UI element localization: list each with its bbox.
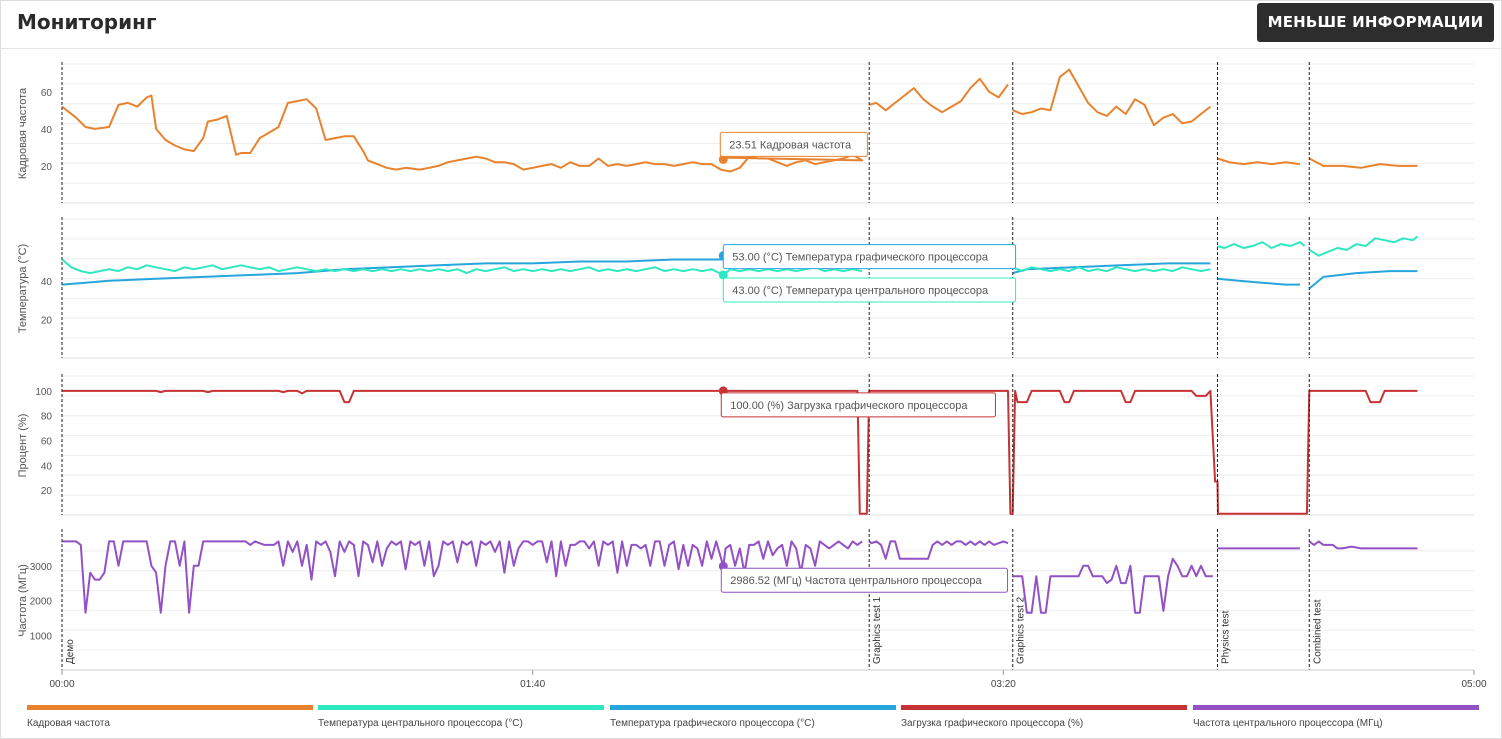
y-tick-label: 20 — [41, 486, 53, 497]
y-tick-label: 100 — [35, 387, 52, 398]
y-tick-label: 2000 — [30, 597, 53, 608]
series-line-fps[interactable] — [1308, 157, 1418, 169]
tooltip-text: 53.00 (°С) Температура графического проц… — [732, 252, 989, 264]
y-tick-label: 20 — [41, 315, 53, 326]
legend-item[interactable]: Температура центрального процессора (°С) — [318, 705, 604, 729]
test-marker-label: Physics test — [1220, 610, 1231, 664]
legend-label: Загрузка графического процессора (%) — [901, 718, 1084, 729]
legend-item[interactable]: Загрузка графического процессора (%) — [901, 705, 1187, 729]
less-info-button[interactable]: МЕНЬШЕ ИНФОРМАЦИИ — [1257, 3, 1494, 42]
test-marker-label: Combined test — [1312, 599, 1323, 664]
legend-swatch — [1193, 705, 1479, 710]
y-tick-label: 3000 — [30, 562, 53, 573]
series-line-cpu_freq[interactable] — [1308, 540, 1418, 550]
legend-item[interactable]: Частота центрального процессора (МГц) — [1193, 705, 1479, 729]
series-line-cpu_temp[interactable] — [1217, 241, 1306, 249]
series-line-cpu_freq[interactable] — [1012, 557, 1213, 614]
y-axis-label: Процент (%) — [17, 414, 29, 478]
legend-item[interactable]: Температура графического процессора (°С) — [610, 705, 896, 729]
series-line-cpu_freq[interactable] — [868, 540, 1009, 560]
y-tick-label: 20 — [41, 162, 53, 173]
tooltip-box — [722, 277, 1017, 303]
y-tick-label: 60 — [41, 88, 53, 99]
y-axis-label: Частота (МГц) — [17, 564, 29, 637]
series-line-fps[interactable] — [868, 77, 1009, 114]
legend-swatch — [610, 705, 896, 710]
y-tick-label: 40 — [41, 125, 53, 136]
monitoring-chart[interactable]: 20 40 60 Кадровая частота 20 40 Температура (°… — [0, 0, 1502, 700]
series-line-fps[interactable] — [1012, 68, 1212, 127]
panel-header: Мониторинг МЕНЬШЕ ИНФОРМАЦИИ — [0, 0, 1502, 49]
series-line-cpu_temp[interactable] — [1012, 266, 1211, 273]
tooltip-text: 43.00 (°С) Температура центрального проц… — [732, 285, 989, 297]
series-line-gpu_temp[interactable] — [1217, 277, 1300, 286]
x-tick-label: 05:00 — [1461, 679, 1486, 690]
y-axis-label: Температура (°С) — [17, 244, 29, 333]
series-line-fps[interactable] — [61, 94, 864, 173]
tooltip-box — [720, 392, 996, 418]
tooltip-point — [718, 154, 728, 164]
legend-swatch — [318, 705, 604, 710]
legend-label: Кадровая частота — [27, 718, 110, 729]
y-tick-label: 40 — [41, 277, 53, 288]
test-marker-label: Graphics test 1 — [872, 596, 883, 664]
tooltip-box — [722, 244, 1017, 270]
x-tick-label: 00:00 — [49, 679, 74, 690]
legend-swatch — [901, 705, 1187, 710]
x-tick-label: 03:20 — [991, 679, 1016, 690]
series-line-gpu_temp[interactable] — [1308, 270, 1418, 290]
series-line-gpu_load[interactable] — [62, 389, 1418, 515]
series-line-cpu_freq[interactable] — [62, 540, 863, 614]
page-title: Мониторинг — [17, 10, 157, 34]
legend-label: Температура графического процессора (°С) — [610, 718, 815, 729]
legend-item[interactable]: Кадровая частота — [27, 705, 313, 729]
test-marker-label: Демо — [65, 639, 76, 664]
test-marker-label: Graphics test 2 — [1016, 596, 1027, 664]
series-line-fps[interactable] — [1217, 157, 1301, 166]
legend-label: Частота центрального процессора (МГц) — [1193, 718, 1383, 729]
legend-swatch — [27, 705, 313, 710]
y-tick-label: 80 — [41, 412, 53, 423]
y-tick-label: 1000 — [30, 631, 53, 642]
y-tick-label: 60 — [41, 437, 53, 448]
y-tick-label: 40 — [41, 461, 53, 472]
tooltip-box — [720, 567, 1009, 593]
x-tick-label: 01:40 — [520, 679, 545, 690]
tooltip-box — [719, 131, 868, 157]
tooltip-text: 100.00 (%) Загрузка графического процесс… — [730, 400, 968, 412]
legend-label: Температура центрального процессора (°С) — [318, 718, 523, 729]
series-line-cpu_temp[interactable] — [61, 258, 863, 276]
tooltip-text: 2986.52 (МГц) Частота центрального проце… — [730, 575, 982, 587]
y-axis-label: Кадровая частота — [17, 87, 29, 179]
tooltip-point — [718, 270, 728, 280]
series-line-cpu_temp[interactable] — [1308, 235, 1419, 257]
tooltip-text: 23.51 Кадровая частота — [729, 139, 852, 151]
